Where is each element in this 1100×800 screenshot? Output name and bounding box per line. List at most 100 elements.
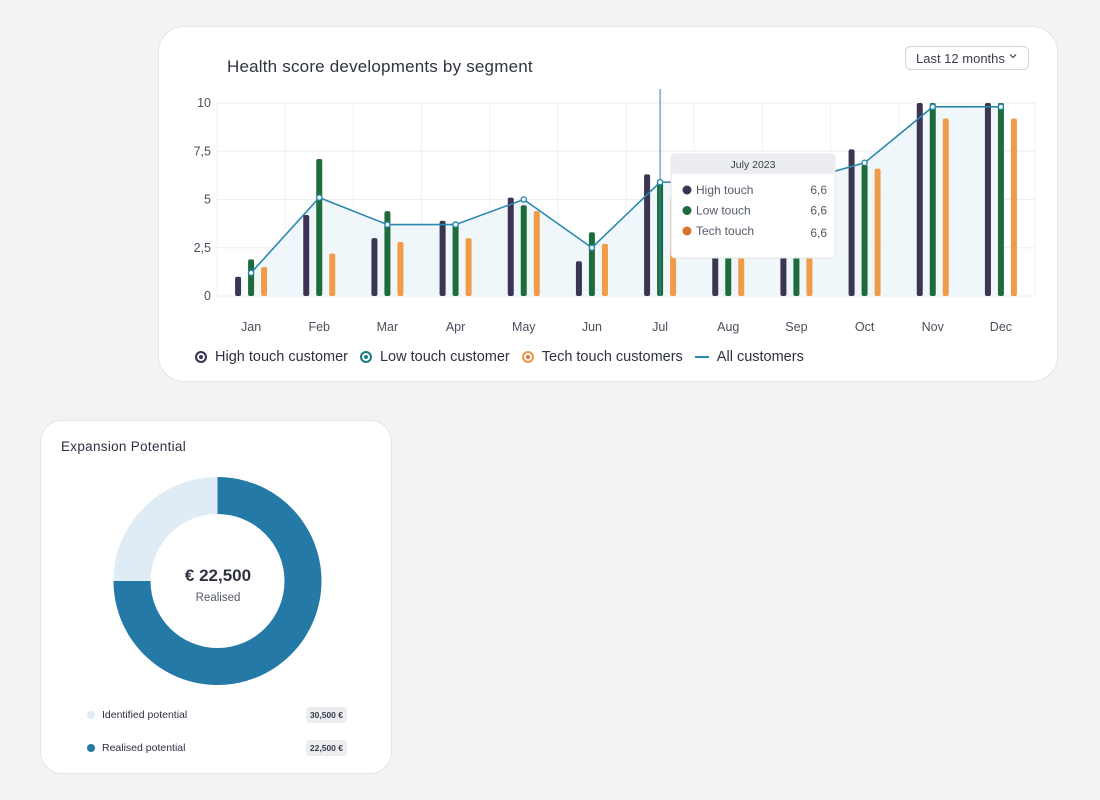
bar-low-touch-customer[interactable] (588, 232, 595, 296)
tooltip-label: High touch (696, 183, 753, 197)
tooltip-dot (682, 206, 692, 215)
donut-center: € 22,500 Realised (178, 566, 258, 604)
bar-low-touch-customer[interactable] (520, 205, 527, 296)
bar-tech-touch-customers[interactable] (942, 118, 949, 296)
donut-center-label: Realised (195, 592, 241, 604)
expansion-title: Expansion Potential (61, 439, 187, 454)
bar-high-touch-customer[interactable] (575, 261, 582, 296)
bar-high-touch-customer[interactable] (439, 220, 446, 296)
all-customers-point[interactable] (929, 103, 937, 111)
chart-legend: High touch customer Low touch customer T… (195, 349, 816, 365)
realised-potential-label: Realised potential (102, 742, 186, 754)
bar-low-touch-customer[interactable] (452, 222, 459, 296)
donut-segment-realised[interactable] (113, 477, 322, 685)
x-tick-label: Feb (308, 320, 330, 334)
x-tick-label: Jan (241, 320, 261, 334)
tooltip-label: Low touch (696, 204, 751, 218)
identified-potential-dot (87, 711, 95, 719)
bar-high-touch-customer[interactable] (371, 238, 378, 296)
all-customers-point[interactable] (861, 159, 868, 167)
bar-high-touch-customer[interactable] (303, 214, 310, 296)
realised-potential-dot (87, 744, 95, 752)
y-tick-label: 10 (197, 96, 211, 110)
x-tick-label: May (512, 320, 536, 334)
legend-low-touch-label: Low touch customer (379, 349, 510, 365)
bar-low-touch-customer[interactable] (316, 158, 323, 296)
bar-tech-touch-customers[interactable] (397, 241, 404, 296)
period-select-value: Last 12 months (916, 50, 1005, 66)
legend-all-customers-label: All customers (716, 349, 804, 365)
donut-center-value: € 22,500 (184, 566, 252, 585)
bar-low-touch-customer[interactable] (929, 103, 936, 296)
legend-realised-potential: Realised potential 22,500 € (87, 740, 347, 756)
bar-high-touch-customer[interactable] (848, 149, 855, 296)
x-tick-label: Jul (652, 320, 668, 334)
bar-high-touch-customer[interactable] (507, 197, 514, 296)
bar-low-touch-customer[interactable] (248, 259, 255, 296)
bar-tech-touch-customers[interactable] (1010, 118, 1017, 296)
bar-high-touch-customer[interactable] (984, 103, 991, 296)
identified-potential-value: 30,500 € (305, 707, 347, 723)
tooltip-value: 6,6 (810, 226, 827, 240)
health-score-chart: 0 2,5 5 7,5 10 Jan Feb Mar Apr May Jun Jul Aug Sep Oct… (194, 89, 1036, 334)
legend-high-touch-label: High touch customer (215, 349, 348, 365)
y-tick-label: 2,5 (194, 241, 211, 255)
x-tick-label: Sep (785, 320, 807, 334)
y-tick-label: 0 (204, 289, 211, 303)
all-customers-point[interactable] (656, 178, 664, 186)
expansion-potential-card: Expansion Potential € 22,500 Realised Id… (40, 420, 392, 774)
legend-tech-touch-label: Tech touch customers (541, 349, 683, 365)
health-score-card: Health score developments by segment Las… (158, 26, 1058, 382)
all-customers-point[interactable] (520, 196, 528, 203)
all-customers-point[interactable] (247, 269, 255, 277)
all-customers-line (250, 106, 1001, 274)
all-customers-point[interactable] (315, 194, 323, 201)
x-tick-label: Jun (582, 320, 602, 334)
x-tick-label: Oct (855, 320, 875, 334)
chevron-down-icon (1008, 51, 1018, 64)
legend-high-touch[interactable]: High touch customer (195, 349, 348, 365)
period-select[interactable]: Last 12 months (905, 46, 1029, 70)
tooltip-value: 6,6 (810, 183, 827, 197)
legend-tech-touch-dot (521, 351, 534, 363)
bar-tech-touch-customers[interactable] (329, 253, 336, 296)
bar-low-touch-customer[interactable] (861, 164, 868, 296)
all-customers-point[interactable] (384, 221, 391, 228)
bar-high-touch-customer[interactable] (916, 103, 923, 296)
legend-low-touch[interactable]: Low touch customer (359, 349, 510, 365)
donut-segment-identified[interactable] (113, 477, 218, 581)
chart-tooltip: July 2023 High touch 6,6 Low touch 6,6 Tech … (670, 153, 836, 259)
x-tick-label: Nov (922, 320, 945, 334)
all-customers-point[interactable] (452, 221, 459, 228)
legend-low-touch-dot (359, 351, 372, 363)
bar-tech-touch-customers[interactable] (465, 238, 472, 296)
tooltip-label: Tech touch (696, 224, 754, 238)
x-tick-label: Mar (377, 320, 399, 334)
x-tick-label: Aug (717, 320, 739, 334)
legend-high-touch-dot (195, 351, 207, 363)
bar-low-touch-customer[interactable] (997, 103, 1004, 296)
all-customers-point[interactable] (997, 103, 1005, 111)
identified-potential-label: Identified potential (102, 709, 188, 721)
bar-tech-touch-customers[interactable] (874, 168, 881, 296)
bar-low-touch-customer[interactable] (384, 211, 391, 296)
y-tick-label: 7,5 (194, 144, 211, 158)
bar-tech-touch-customers[interactable] (601, 243, 608, 296)
tooltip-value: 6,6 (810, 204, 827, 218)
tooltip-dot (682, 185, 692, 195)
tooltip-title: July 2023 (731, 159, 776, 171)
legend-all-customers[interactable]: All customers (694, 349, 804, 365)
x-tick-label: Apr (446, 320, 465, 334)
legend-tech-touch[interactable]: Tech touch customers (521, 349, 683, 365)
all-customers-point[interactable] (588, 244, 596, 252)
chart-title: Health score developments by segment (227, 57, 533, 76)
bar-high-touch-customer[interactable] (235, 276, 242, 296)
legend-all-customers-line (694, 356, 709, 358)
realised-potential-value: 22,500 € (305, 740, 347, 756)
bar-tech-touch-customers[interactable] (261, 267, 268, 296)
bar-high-touch-customer[interactable] (644, 174, 651, 296)
bar-tech-touch-customers[interactable] (533, 211, 540, 296)
expansion-donut-chart (113, 477, 322, 685)
x-tick-label: Dec (990, 320, 1012, 334)
tooltip-dot (682, 226, 692, 236)
